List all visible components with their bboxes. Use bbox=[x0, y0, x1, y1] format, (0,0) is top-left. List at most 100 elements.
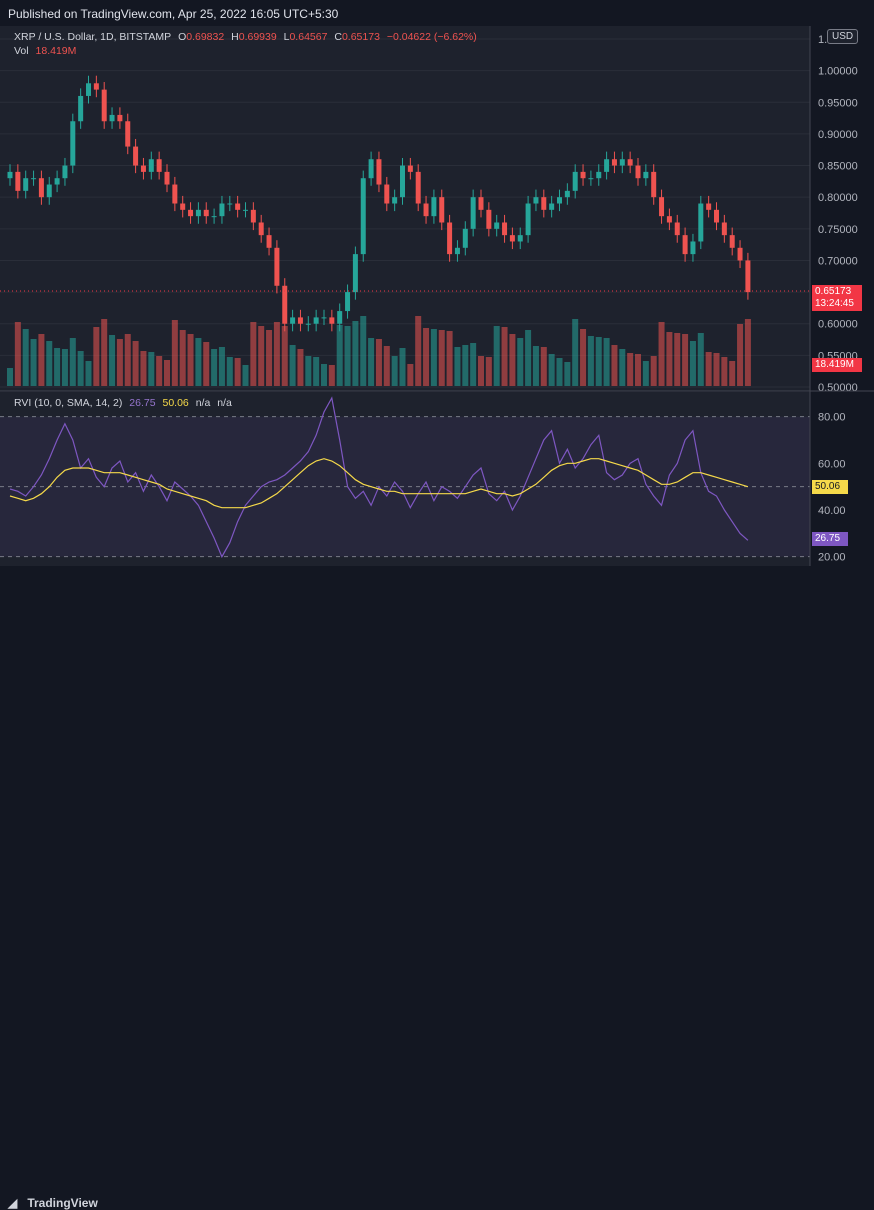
candle-body bbox=[101, 89, 107, 122]
volume-bar bbox=[54, 348, 61, 386]
currency-button[interactable]: USD bbox=[827, 29, 859, 44]
volume-bar bbox=[14, 322, 21, 386]
last-price: 0.65173 bbox=[815, 286, 852, 297]
tv-brand: TradingView bbox=[27, 1196, 98, 1210]
volume-bar bbox=[493, 326, 500, 386]
publish-info: Published on TradingView.com, Apr 25, 20… bbox=[8, 7, 339, 21]
candle-body bbox=[698, 203, 704, 242]
volume-bar bbox=[164, 360, 170, 386]
candle-body bbox=[227, 203, 233, 205]
low-value: 0.64567 bbox=[289, 31, 328, 43]
volume-bar bbox=[580, 329, 587, 386]
candle-body bbox=[643, 171, 649, 179]
candle-body bbox=[580, 171, 586, 179]
volume-bar bbox=[140, 351, 147, 386]
candle-body bbox=[368, 159, 374, 179]
high-label: H bbox=[231, 31, 239, 43]
candle-body bbox=[156, 159, 162, 172]
candle-body bbox=[415, 171, 421, 204]
candle-body bbox=[203, 209, 209, 217]
price-tick-label: 0.50000 bbox=[818, 382, 858, 394]
volume-bar bbox=[713, 353, 720, 386]
signal-tag: 50.06 bbox=[812, 480, 848, 494]
candle-body bbox=[447, 222, 453, 255]
rvi-tick-label: 60.00 bbox=[818, 458, 846, 470]
candle-body bbox=[258, 222, 264, 236]
volume-bar bbox=[423, 328, 430, 386]
candle-body bbox=[345, 292, 351, 312]
volume-bar bbox=[682, 334, 689, 386]
volume-bar bbox=[556, 358, 563, 386]
na-value-1: n/a bbox=[195, 397, 211, 409]
candle-body bbox=[31, 178, 37, 180]
candle-body bbox=[659, 197, 665, 217]
volume-bar bbox=[689, 341, 696, 386]
candle-body bbox=[117, 114, 123, 122]
time-axis[interactable] bbox=[0, 566, 874, 594]
close-value: 0.65173 bbox=[341, 31, 380, 43]
candle-body bbox=[674, 222, 680, 236]
candle-body bbox=[745, 260, 751, 293]
candle-body bbox=[211, 216, 217, 218]
candle-body bbox=[86, 83, 91, 96]
volume-bar bbox=[368, 338, 375, 386]
candle-body bbox=[125, 121, 131, 147]
volume-bar bbox=[132, 341, 139, 386]
candle-body bbox=[297, 317, 303, 324]
open-value: 0.69832 bbox=[186, 31, 225, 43]
volume-bar bbox=[619, 349, 626, 386]
candle-body bbox=[431, 197, 437, 217]
candle-body bbox=[392, 197, 398, 204]
candle-body bbox=[454, 247, 460, 255]
volume-tag: 18.419M bbox=[812, 358, 862, 372]
tradingview-logo[interactable]: ◢ TradingView bbox=[8, 1196, 98, 1210]
candle-body bbox=[62, 165, 68, 179]
candle-body bbox=[533, 197, 539, 204]
volume-bar bbox=[234, 358, 241, 386]
candle-body bbox=[321, 317, 327, 319]
volume-label: Vol bbox=[14, 45, 29, 57]
tv-icon: ◢ bbox=[8, 1196, 18, 1210]
price-tick-label: 0.75000 bbox=[818, 224, 858, 236]
candle-body bbox=[313, 317, 319, 324]
last-price-tag: 0.65173 13:24:45 bbox=[812, 285, 862, 311]
candle-body bbox=[54, 178, 60, 185]
rvi-label: RVI (10, 0, SMA, 14, 2) bbox=[14, 397, 123, 409]
candle-body bbox=[219, 203, 225, 217]
candle-body bbox=[133, 146, 139, 166]
volume-bar bbox=[360, 316, 367, 386]
candle-body bbox=[376, 159, 382, 185]
candle-body bbox=[486, 209, 492, 229]
candle-body bbox=[15, 171, 21, 191]
volume-bar bbox=[218, 347, 225, 386]
volume-bar bbox=[650, 356, 657, 386]
volume-bar bbox=[462, 345, 469, 386]
volume-bar bbox=[281, 326, 288, 386]
low-label: L bbox=[283, 31, 290, 43]
volume-bar bbox=[69, 338, 76, 386]
volume-bar bbox=[93, 327, 100, 386]
volume-bar bbox=[564, 362, 571, 386]
candle-body bbox=[619, 159, 625, 166]
candle-body bbox=[478, 197, 484, 210]
candle-body bbox=[337, 311, 343, 324]
candle-body bbox=[188, 209, 194, 217]
volume-bar bbox=[635, 354, 641, 386]
close-label: C bbox=[334, 31, 342, 43]
open-label: O bbox=[178, 31, 187, 43]
candle-body bbox=[243, 209, 248, 211]
price-panel[interactable] bbox=[0, 26, 810, 391]
volume-bar bbox=[595, 337, 602, 386]
candle-body bbox=[352, 254, 358, 293]
volume-bar bbox=[383, 346, 390, 386]
candle-body bbox=[140, 165, 146, 172]
rvi-panel[interactable] bbox=[0, 392, 810, 566]
volume-bar bbox=[697, 333, 704, 386]
volume-bar bbox=[258, 326, 265, 386]
candle-body bbox=[78, 95, 84, 122]
candle-body bbox=[266, 235, 272, 248]
chart-svg[interactable]: 1.050001.000000.950000.900000.850000.800… bbox=[0, 0, 874, 621]
candle-body bbox=[462, 228, 468, 248]
rvi-tick-label: 80.00 bbox=[818, 412, 846, 424]
candle-body bbox=[384, 184, 390, 204]
